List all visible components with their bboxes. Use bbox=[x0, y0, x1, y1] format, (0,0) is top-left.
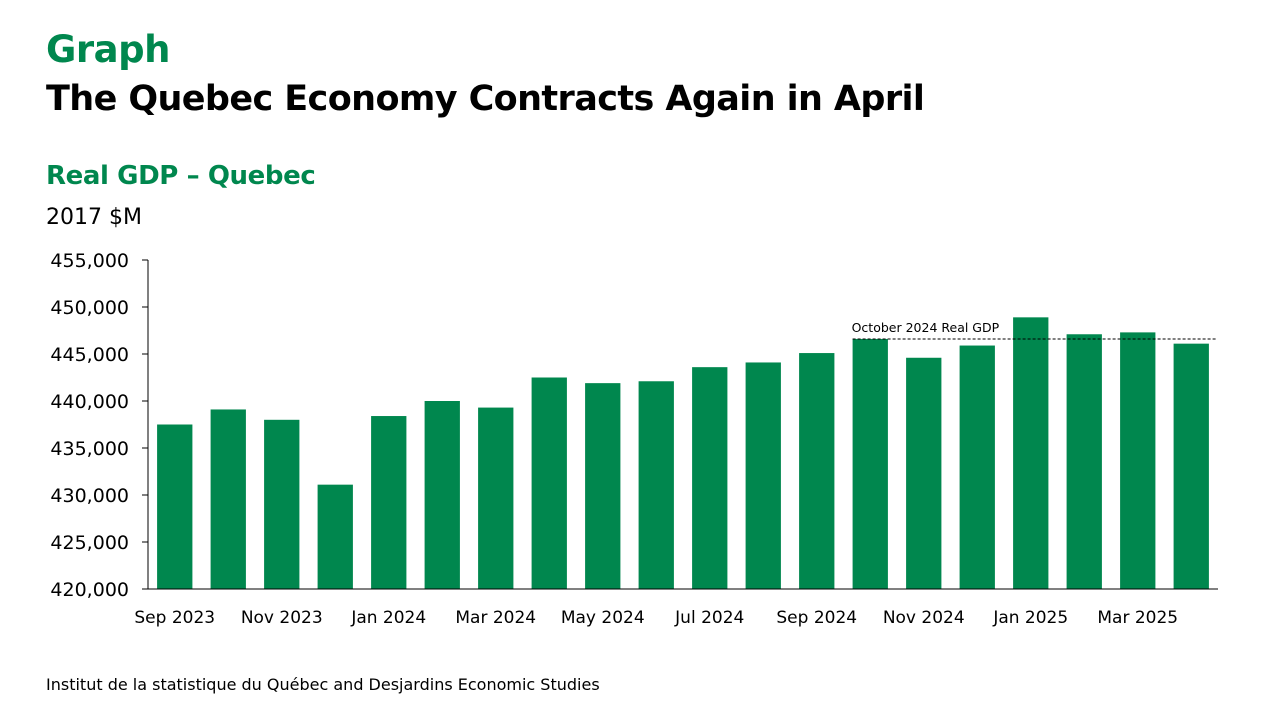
bar-sep-2024 bbox=[799, 353, 835, 589]
bar-jan-2024 bbox=[371, 416, 407, 589]
y-tick-label: 420,000 bbox=[50, 579, 129, 601]
x-axis: Sep 2023 Nov 2023 Jan 2024 Mar 2024 May 2024… bbox=[134, 588, 1218, 628]
bar-aug-2024 bbox=[745, 362, 781, 589]
bar-apr-2025 bbox=[1173, 343, 1209, 589]
bar-sep-2023 bbox=[157, 424, 193, 589]
x-tick-label: Nov 2023 bbox=[241, 608, 323, 628]
y-tick-label: 435,000 bbox=[50, 438, 129, 460]
x-tick-label: Sep 2024 bbox=[776, 608, 857, 628]
y-tick-label: 430,000 bbox=[50, 485, 129, 507]
chart-title: Real GDP – Quebec bbox=[46, 161, 316, 191]
bar-mar-2024 bbox=[478, 407, 514, 589]
y-tick-label: 455,000 bbox=[50, 250, 129, 272]
x-tick-label: Jan 2025 bbox=[992, 608, 1068, 628]
reference-line-label: October 2024 Real GDP bbox=[852, 320, 1000, 335]
bar-jul-2024 bbox=[692, 367, 728, 589]
x-tick-label: Jul 2024 bbox=[674, 608, 744, 628]
y-axis: 420,000 425,000 430,000 435,000 440,000 445,0… bbox=[50, 250, 149, 601]
bar-nov-2024 bbox=[906, 357, 942, 589]
x-tick-label: Mar 2025 bbox=[1097, 608, 1178, 628]
reference-line-group: October 2024 Real GDP bbox=[852, 320, 1216, 340]
bar-series bbox=[157, 317, 1209, 589]
x-tick-label: May 2024 bbox=[561, 608, 645, 628]
y-tick-label: 445,000 bbox=[50, 344, 129, 366]
bar-feb-2025 bbox=[1066, 334, 1102, 589]
bar-may-2024 bbox=[585, 383, 621, 589]
bar-jun-2024 bbox=[638, 381, 674, 589]
bar-oct-2024 bbox=[852, 338, 888, 589]
page-title: The Quebec Economy Contracts Again in Ap… bbox=[46, 79, 925, 119]
y-tick-label: 425,000 bbox=[50, 532, 129, 554]
bar-dec-2024 bbox=[959, 345, 995, 589]
bar-mar-2025 bbox=[1120, 332, 1156, 589]
bar-dec-2023 bbox=[317, 484, 353, 589]
x-tick-label: Jan 2024 bbox=[350, 608, 426, 628]
x-tick-label: Nov 2024 bbox=[883, 608, 965, 628]
bar-feb-2024 bbox=[424, 401, 460, 589]
bar-nov-2023 bbox=[264, 419, 300, 589]
bar-apr-2024 bbox=[531, 377, 567, 589]
x-tick-label: Sep 2023 bbox=[134, 608, 215, 628]
bar-oct-2023 bbox=[210, 409, 246, 589]
bar-jan-2025 bbox=[1013, 317, 1049, 589]
y-tick-label: 440,000 bbox=[50, 391, 129, 413]
heading-label: Graph bbox=[46, 28, 170, 71]
y-axis-unit-label: 2017 $M bbox=[46, 205, 142, 230]
y-tick-label: 450,000 bbox=[50, 297, 129, 319]
source-note: Institut de la statistique du Québec and… bbox=[46, 675, 600, 694]
x-tick-label: Mar 2024 bbox=[455, 608, 536, 628]
